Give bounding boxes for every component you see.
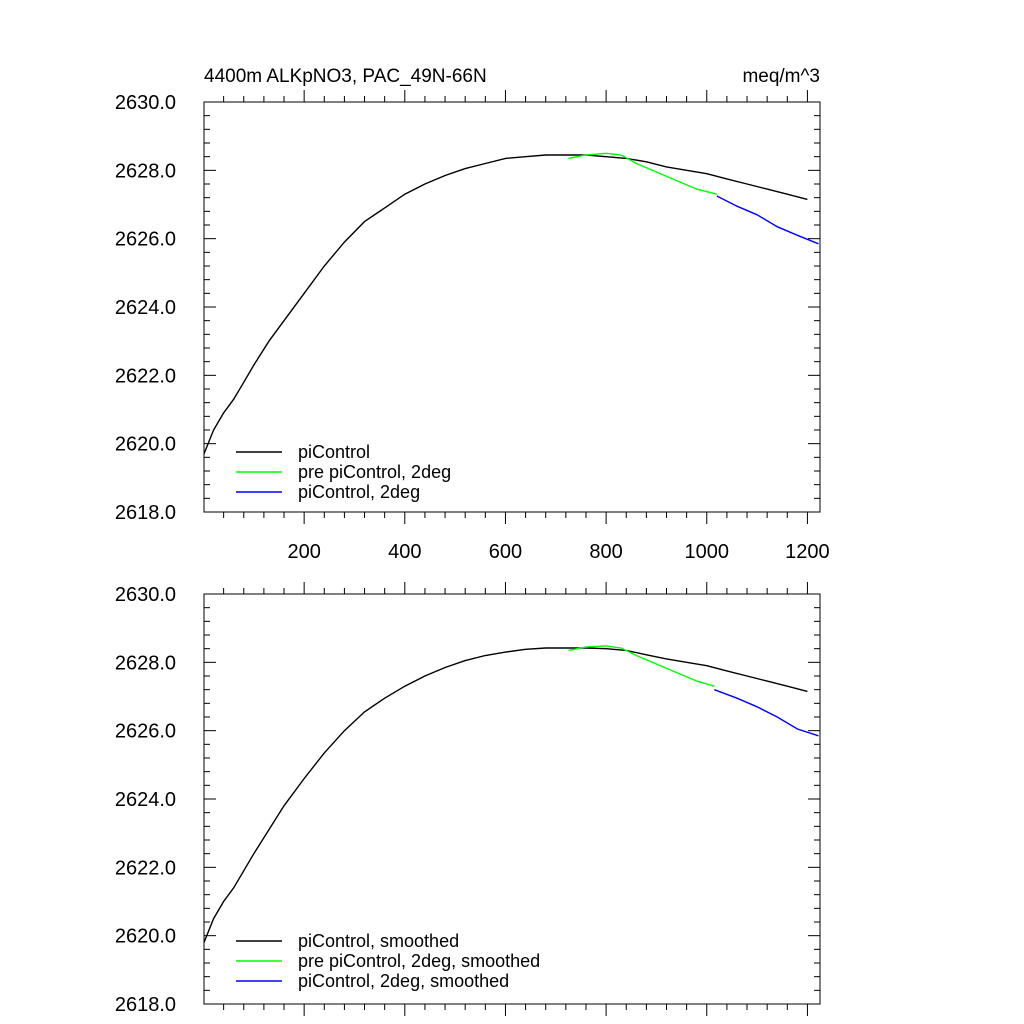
y-tick-label: 2626.0 [115, 229, 176, 251]
y-tick-label: 2628.0 [115, 652, 176, 674]
axes-group: 2618.0 2620.0 2622.0 2624.0 2626.0 2628.0 2630… [115, 582, 820, 1016]
legend-label-picontrol-smoothed: piControl, smoothed [298, 931, 459, 951]
series-line-pre-picontrol-2deg-smoothed [568, 645, 715, 687]
y-tick-label: 2622.0 [115, 857, 176, 879]
chart-title: 4400m ALKpNO3, PAC_49N-66N [204, 66, 487, 87]
series-line-picontrol-2deg-smoothed [714, 689, 819, 737]
series-group [203, 152, 819, 455]
x-tick-label: 1000 [685, 541, 730, 563]
series-line-pre-picontrol-2deg [568, 152, 717, 195]
series-line-picontrol-smoothed [203, 647, 808, 943]
legend-label-pre-picontrol-2deg: pre piControl, 2deg [298, 462, 451, 482]
y-tick-label: 2628.0 [115, 160, 176, 182]
y-tick-label: 2618.0 [115, 994, 176, 1016]
series-line-picontrol-2deg [716, 195, 819, 245]
legend-label-picontrol: piControl [298, 442, 370, 462]
x-tick-label: 600 [489, 541, 522, 563]
x-tick-label: 1200 [785, 541, 830, 563]
x-tick-label: 400 [388, 541, 421, 563]
y-tick-label: 2618.0 [115, 502, 176, 524]
series-line-picontrol [203, 154, 808, 455]
series-group [203, 645, 819, 943]
y-tick-label: 2622.0 [115, 365, 176, 387]
legend-label-picontrol-2deg: piControl, 2deg [298, 482, 420, 502]
y-tick-label: 2630.0 [115, 584, 176, 606]
top-panel: 4400m ALKpNO3, PAC_49N-66N meq/m^3 2618.… [115, 66, 830, 563]
y-tick-label: 2620.0 [115, 926, 176, 948]
axes-group: 2618.0 2620.0 2622.0 2624.0 2626.0 2628.0 2630… [115, 90, 830, 563]
plot-frame [203, 593, 821, 1005]
legend-label-picontrol-2deg-smoothed: piControl, 2deg, smoothed [298, 971, 509, 991]
x-tick-label: 200 [287, 541, 320, 563]
x-tick-label: 800 [589, 541, 622, 563]
y-tick-label: 2630.0 [115, 92, 176, 114]
y-tick-label: 2620.0 [115, 434, 176, 456]
y-tick-label: 2626.0 [115, 721, 176, 743]
plot-frame [203, 101, 821, 513]
legend-label-pre-picontrol-2deg-smoothed: pre piControl, 2deg, smoothed [298, 951, 540, 971]
y-tick-label: 2624.0 [115, 789, 176, 811]
units-label: meq/m^3 [742, 66, 820, 87]
y-tick-label: 2624.0 [115, 297, 176, 319]
bottom-panel: 2618.0 2620.0 2622.0 2624.0 2626.0 2628.0 2630… [115, 582, 821, 1016]
